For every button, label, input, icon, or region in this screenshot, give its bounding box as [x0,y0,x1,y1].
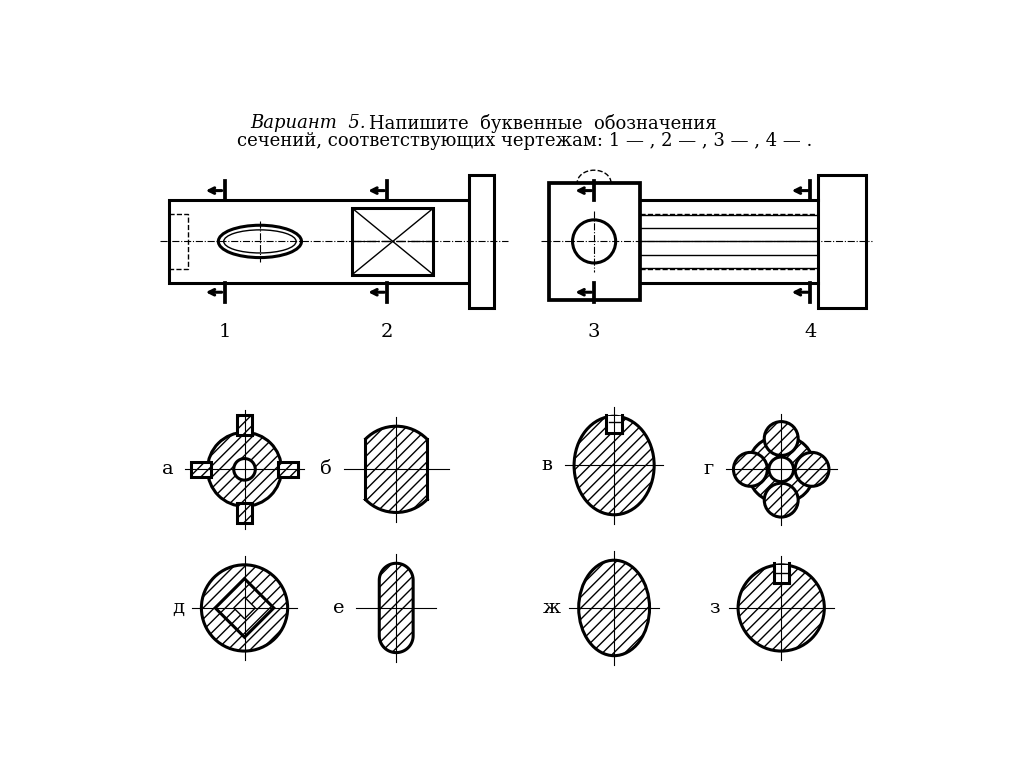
Text: а: а [162,460,173,479]
Text: д: д [172,599,184,617]
Ellipse shape [764,422,798,456]
Polygon shape [237,503,252,523]
Text: 1: 1 [218,323,230,341]
Text: 2: 2 [381,323,393,341]
Ellipse shape [218,225,301,258]
Text: е: е [333,599,344,617]
Polygon shape [215,578,273,637]
Polygon shape [279,462,298,477]
Ellipse shape [223,230,296,253]
Polygon shape [190,462,211,477]
Text: в: в [542,456,553,475]
Text: 3: 3 [588,323,600,341]
Polygon shape [606,416,622,433]
Ellipse shape [208,433,282,506]
Polygon shape [773,565,788,583]
Polygon shape [549,183,640,300]
Circle shape [233,459,255,480]
Polygon shape [379,563,413,653]
Ellipse shape [574,416,654,515]
Polygon shape [350,439,366,499]
Ellipse shape [795,453,829,486]
Text: Напишите  буквенные  обозначения: Напишите буквенные обозначения [370,114,717,133]
Ellipse shape [202,565,288,651]
Circle shape [572,220,615,263]
Text: г: г [703,460,714,479]
Polygon shape [352,209,433,275]
Text: з: з [710,599,720,617]
Circle shape [769,457,794,482]
Text: сечений, соответствующих чертежам: 1 — , 2 — , 3 — , 4 — .: сечений, соответствующих чертежам: 1 — ,… [238,132,812,150]
Text: ж: ж [543,599,561,617]
Text: 4: 4 [804,323,817,341]
Ellipse shape [764,483,798,517]
Text: Вариант  5.: Вариант 5. [250,114,366,132]
Ellipse shape [353,426,439,512]
Polygon shape [233,597,255,619]
Polygon shape [469,175,494,308]
Polygon shape [237,416,252,436]
Polygon shape [818,175,866,308]
Text: б: б [321,460,332,479]
Polygon shape [427,439,442,499]
Ellipse shape [748,436,815,503]
Ellipse shape [579,560,649,656]
Ellipse shape [733,453,767,486]
Ellipse shape [738,565,824,651]
